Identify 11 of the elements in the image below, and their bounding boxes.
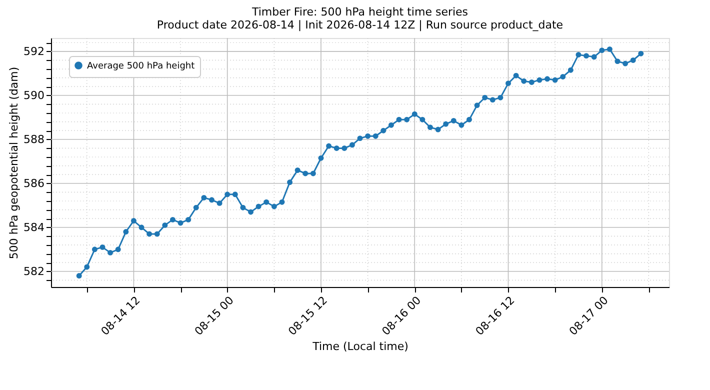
- y-tick-label: 592: [24, 44, 44, 58]
- y-tick-label: 590: [24, 88, 44, 102]
- legend-label: Average 500 hPa height: [87, 62, 196, 72]
- y-tick-label: 584: [24, 220, 44, 234]
- y-axis-title: 500 hPa geopotential height (dam): [8, 66, 21, 260]
- y-tick-label: 582: [24, 264, 44, 278]
- y-tick-label: 588: [24, 132, 44, 146]
- chart-title: Timber Fire: 500 hPa height time series: [250, 6, 468, 19]
- x-axis-title: Time (Local time): [312, 340, 408, 354]
- y-tick-label: 586: [24, 176, 44, 190]
- chart-subtitle: Product date 2026-08-14 | Init 2026-08-14 12Z | Run source product_date: [156, 18, 564, 32]
